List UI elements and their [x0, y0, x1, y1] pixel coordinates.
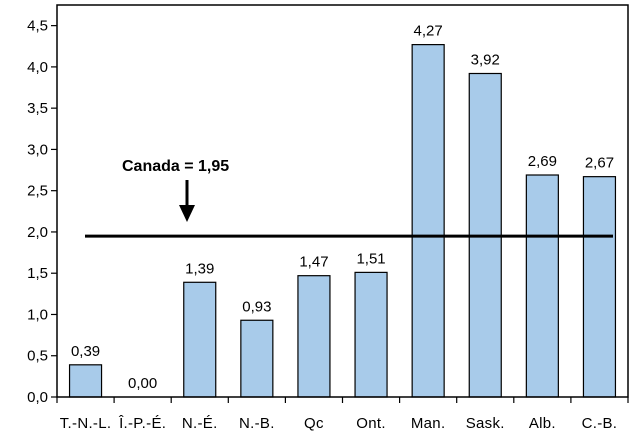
- bars-layer: [68, 44, 617, 398]
- reference-label: Canada = 1,95: [122, 158, 229, 175]
- bar-5: [354, 271, 388, 398]
- bar-8: [525, 174, 559, 398]
- bar-3: [240, 319, 274, 398]
- value-label-1: 0,00: [128, 375, 157, 392]
- category-label-1: Î.-P.-É.: [118, 415, 166, 432]
- value-label-3: 0,93: [242, 298, 271, 315]
- category-label-4: Qc: [304, 415, 324, 432]
- category-label-6: Man.: [411, 415, 446, 432]
- value-label-4: 1,47: [299, 254, 328, 271]
- value-label-6: 4,27: [414, 23, 443, 40]
- value-label-5: 1,51: [356, 250, 385, 267]
- y-tick-label-0: 0,0: [27, 389, 48, 406]
- y-tick-label-7: 3,5: [27, 100, 48, 117]
- y-tick-label-6: 3,0: [27, 141, 48, 158]
- category-label-9: C.-B.: [582, 415, 618, 432]
- y-tick-label-1: 0,5: [27, 348, 48, 365]
- category-label-7: Sask.: [466, 415, 505, 432]
- value-label-7: 3,92: [471, 51, 500, 68]
- value-label-2: 1,39: [185, 260, 214, 277]
- bar-4: [297, 275, 331, 398]
- y-tick-label-4: 2,0: [27, 224, 48, 241]
- y-tick-label-8: 4,0: [27, 59, 48, 76]
- category-label-3: N.-B.: [239, 415, 275, 432]
- y-tick-label-2: 1,0: [27, 306, 48, 323]
- y-tick-label-3: 1,5: [27, 265, 48, 282]
- y-tick-label-9: 4,5: [27, 18, 48, 35]
- value-labels-layer: 0,39 0,00 1,39 0,93 1,47 1,51 4,27 3,92 2,69 2,67: [71, 23, 614, 392]
- category-label-8: Alb.: [529, 415, 556, 432]
- bar-9: [582, 176, 617, 398]
- y-tick-label-5: 2,5: [27, 183, 48, 200]
- arrow-head-icon: [179, 205, 195, 222]
- category-label-5: Ont.: [356, 415, 386, 432]
- value-label-8: 2,69: [528, 153, 557, 170]
- value-label-0: 0,39: [71, 343, 100, 360]
- axis-layer: T.-N.-L. Î.-P.-É. N.-É. N.-B. Qc Ont. Man. Sask…: [27, 4, 629, 432]
- category-label-0: T.-N.-L.: [60, 415, 112, 432]
- bar-0: [68, 364, 103, 398]
- reference-layer: Canada = 1,95: [85, 158, 613, 238]
- value-label-9: 2,67: [585, 155, 614, 172]
- bar-2: [183, 281, 217, 398]
- category-label-2: N.-É.: [182, 415, 218, 432]
- bar-6: [411, 44, 445, 398]
